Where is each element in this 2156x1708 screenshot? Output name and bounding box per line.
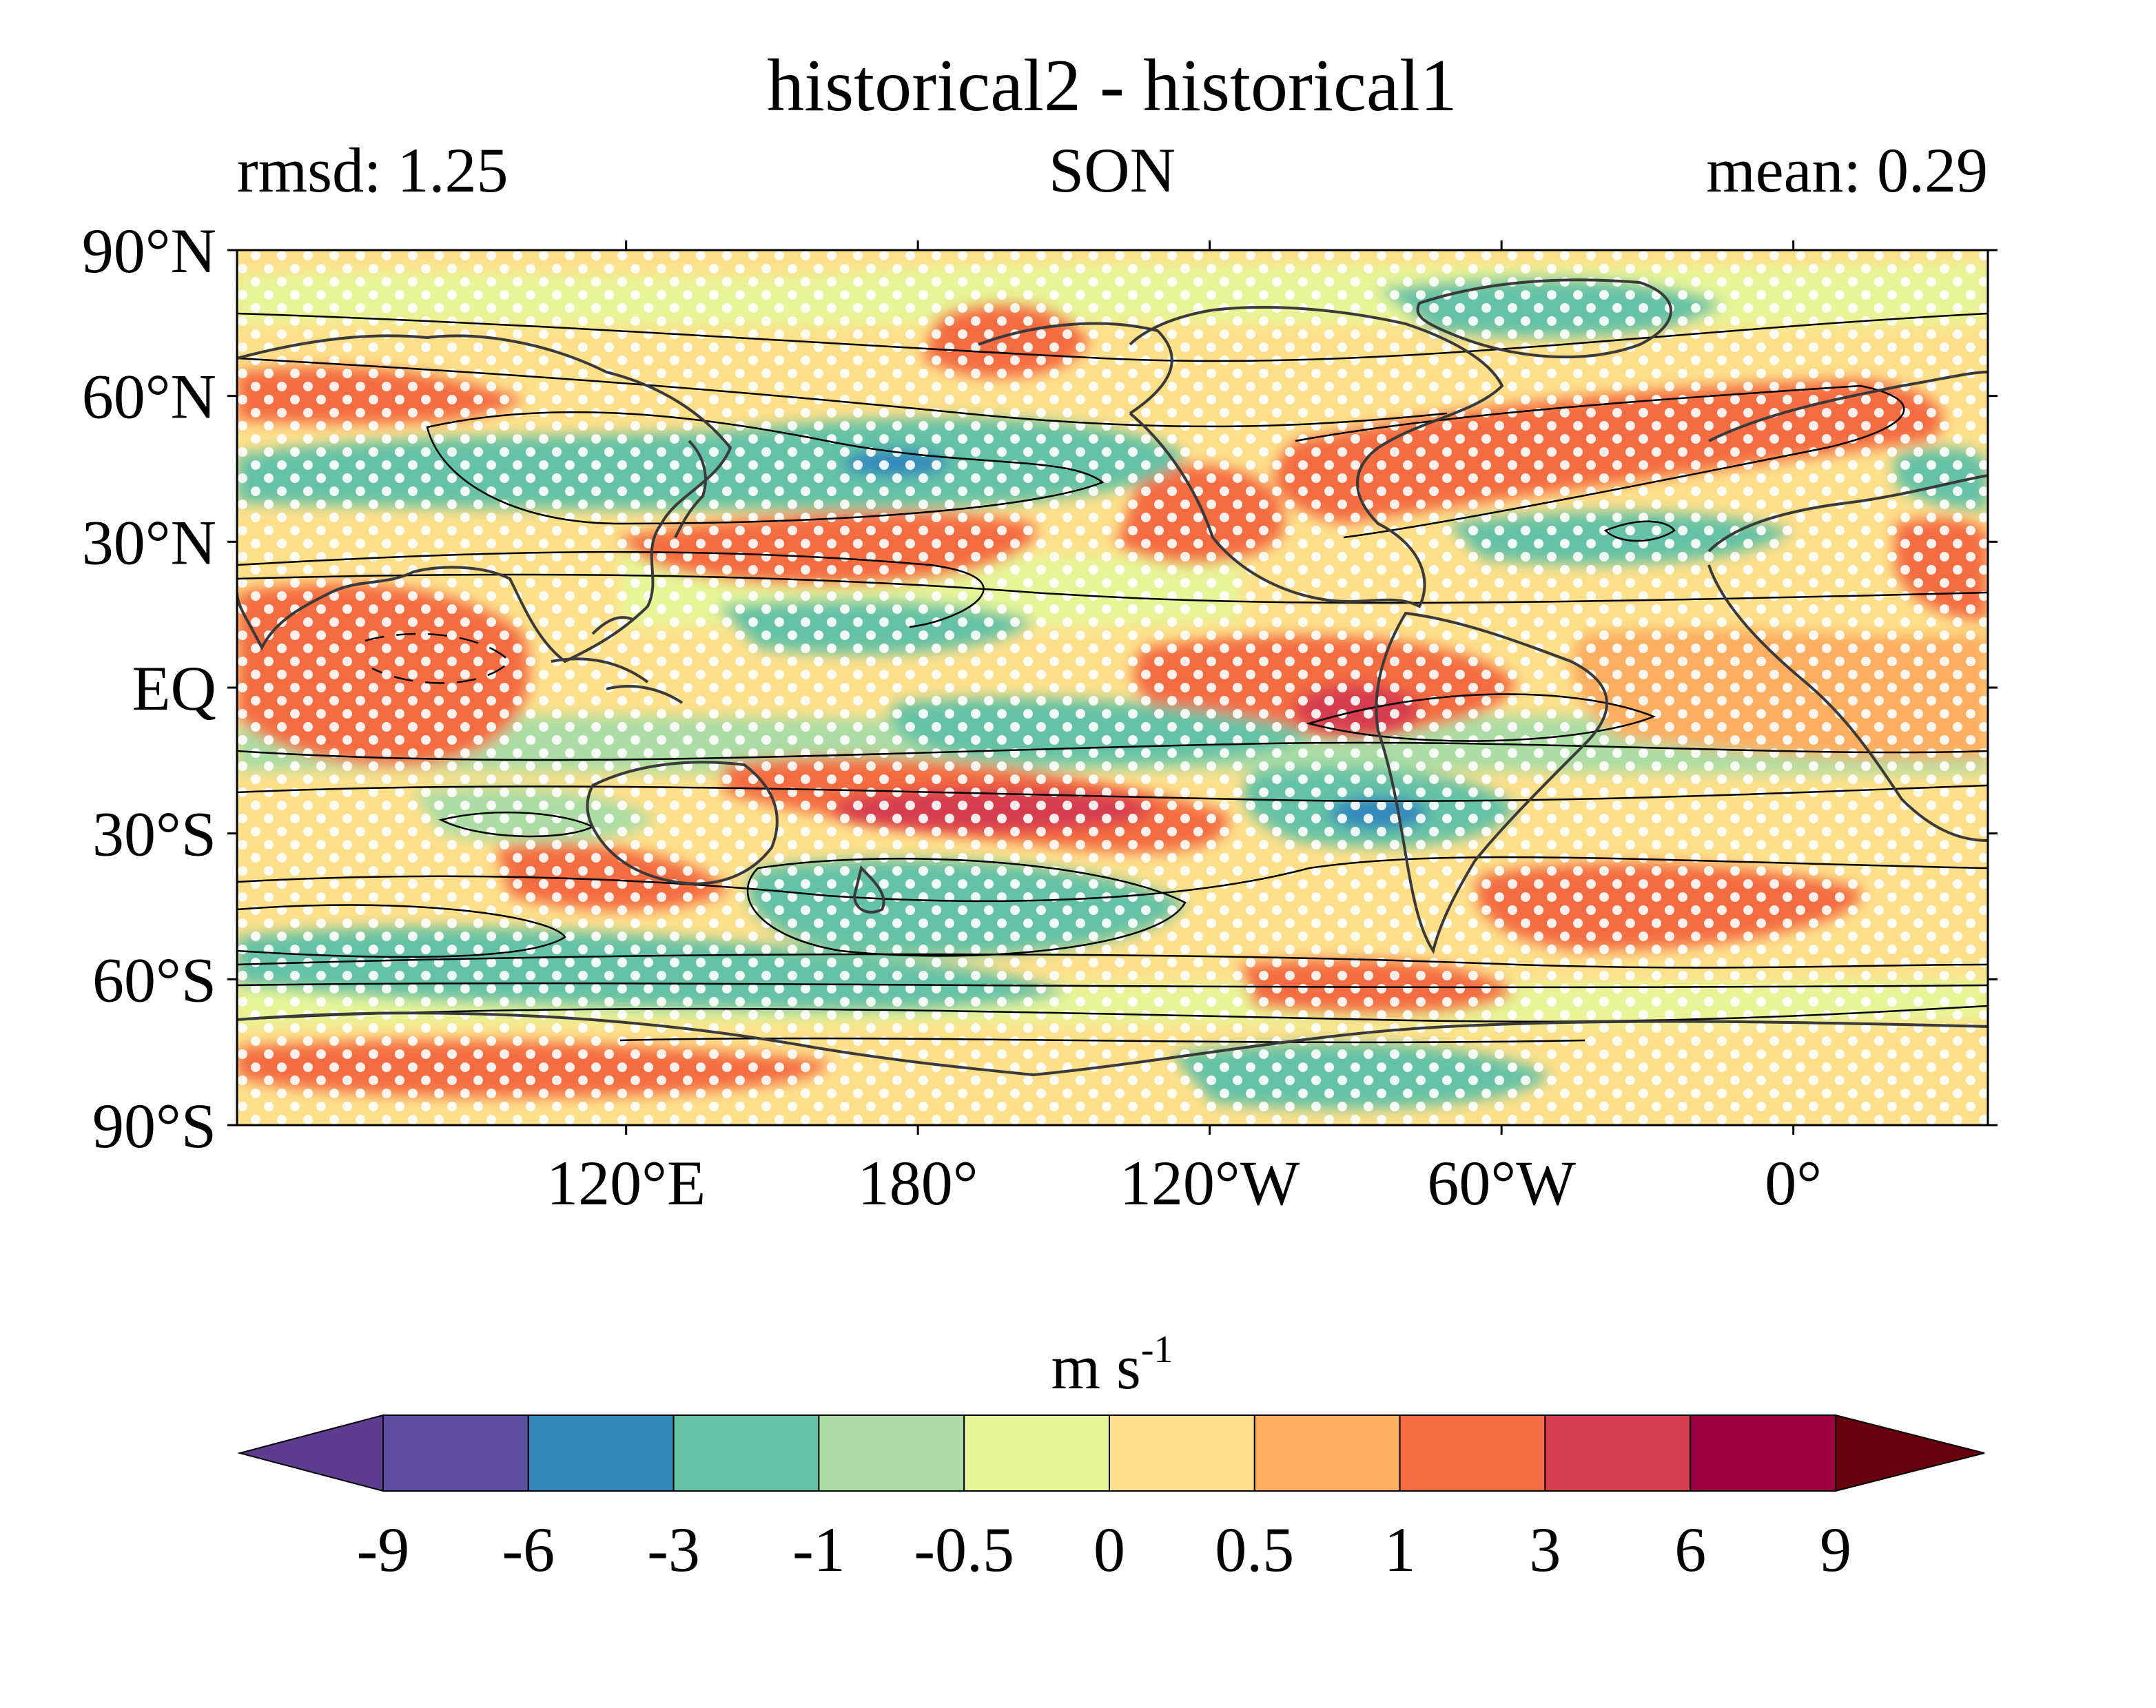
lat-tick-label: 90°S xyxy=(92,1091,216,1161)
colorbar-box xyxy=(673,1414,820,1492)
colorbar-box xyxy=(382,1414,529,1492)
colorbar-extend-low xyxy=(237,1414,384,1492)
contour-sh-jet2 xyxy=(746,857,1187,957)
colorbar-tick-label: 3 xyxy=(1529,1514,1561,1585)
colorbar-tick-label: 9 xyxy=(1820,1514,1851,1585)
coast-indonesia xyxy=(551,616,684,704)
contour-sh-1 xyxy=(237,741,1988,761)
coast-europe-africa xyxy=(1707,371,1988,842)
contour-nh-atl xyxy=(1295,384,1905,539)
coast-australia xyxy=(586,761,779,885)
lat-tick-label: 60°S xyxy=(92,945,216,1015)
coast-antarctica xyxy=(237,1011,1988,1077)
contour-nh-1 xyxy=(237,312,1988,362)
contour-tropics xyxy=(1306,693,1656,742)
stippling xyxy=(237,250,1988,1125)
lat-tick-label: 90°N xyxy=(82,216,216,286)
colorbar-units: m s-1 xyxy=(1051,1328,1173,1402)
lat-tick-label: EQ xyxy=(132,653,216,723)
colorbar-units-exponent: -1 xyxy=(1141,1328,1173,1371)
contour-nh-4 xyxy=(237,573,1988,604)
colorbar-tick-label: -9 xyxy=(357,1514,410,1585)
colorbar-box xyxy=(818,1414,965,1492)
contour-sh-5 xyxy=(237,982,1988,989)
colorbar-tick-label: 6 xyxy=(1674,1514,1706,1585)
lon-axis: 120°E 180° 120°W 60°W 0° xyxy=(546,240,1822,1218)
colorbar-tick-label: -3 xyxy=(647,1514,700,1585)
lat-tick-label: 30°N xyxy=(82,507,216,577)
lon-tick-label: 60°W xyxy=(1427,1148,1576,1218)
coast-north-america xyxy=(1129,306,1504,608)
lat-axis: 90°N 60°N 30°N EQ 30°S 60°S 90°S xyxy=(82,216,1998,1161)
contour-small-atl xyxy=(1603,520,1676,542)
coastlines xyxy=(237,278,1988,1077)
coast-nz xyxy=(852,865,885,914)
colorbar-box xyxy=(1399,1414,1546,1492)
contour-nh-3 xyxy=(237,551,985,628)
contour-nh-2 xyxy=(237,357,1448,428)
lon-tick-label: 0° xyxy=(1765,1148,1822,1218)
colorbar-units-base: m s xyxy=(1051,1332,1140,1402)
coast-japan xyxy=(674,440,707,538)
contour-sh-2 xyxy=(237,784,1988,802)
contour-sh-jet xyxy=(237,904,566,958)
colorbar-boxes xyxy=(237,1414,1985,1492)
climatology-contours xyxy=(237,312,1988,1044)
colorbar-tick-label: -1 xyxy=(792,1514,845,1585)
colorbar-tick-label: 0.5 xyxy=(1215,1514,1294,1585)
colorbar-box xyxy=(963,1414,1110,1492)
season-label: SON xyxy=(1049,135,1175,205)
colorbar: m s-1 -9 -6 -3 -1 -0.5 0 0.5 1 3 6 9 xyxy=(237,1328,1985,1585)
contour-sh-6 xyxy=(237,1005,1988,1022)
coast-asia xyxy=(237,334,732,663)
lon-tick-label: 180° xyxy=(858,1148,978,1218)
colorbar-box xyxy=(1109,1414,1255,1492)
colorbar-tick-label: 0 xyxy=(1094,1514,1125,1585)
contour-sh-3 xyxy=(237,856,1988,903)
map-title: historical2 - historical1 xyxy=(767,45,1457,127)
rmsd-label: rmsd: 1.25 xyxy=(237,135,509,205)
lon-tick-label: 120°E xyxy=(546,1148,706,1218)
contour-nh-jet xyxy=(426,411,1105,525)
mean-label: mean: 0.29 xyxy=(1706,135,1988,205)
colorbar-box xyxy=(1544,1414,1692,1492)
coast-greenland xyxy=(1416,278,1672,359)
lat-tick-label: 30°S xyxy=(92,799,216,870)
colorbar-box xyxy=(527,1414,675,1492)
colorbar-box xyxy=(1690,1414,1836,1492)
coast-south-america xyxy=(1375,611,1609,954)
contour-sh-7 xyxy=(619,1037,1585,1044)
colorbar-tick-label: 1 xyxy=(1384,1514,1416,1585)
contour-sh-4 xyxy=(237,953,1988,969)
colorbar-tick-label: -6 xyxy=(502,1514,555,1585)
colorbar-box xyxy=(1253,1414,1401,1492)
colorbar-tick-label: -0.5 xyxy=(914,1514,1014,1585)
colorbar-labels: -9 -6 -3 -1 -0.5 0 0.5 1 3 6 9 xyxy=(357,1514,1851,1585)
lon-tick-label: 120°W xyxy=(1120,1148,1300,1218)
colorbar-extend-high xyxy=(1835,1414,1985,1492)
lat-tick-label: 60°N xyxy=(82,362,216,432)
contour-dashed xyxy=(365,632,511,684)
